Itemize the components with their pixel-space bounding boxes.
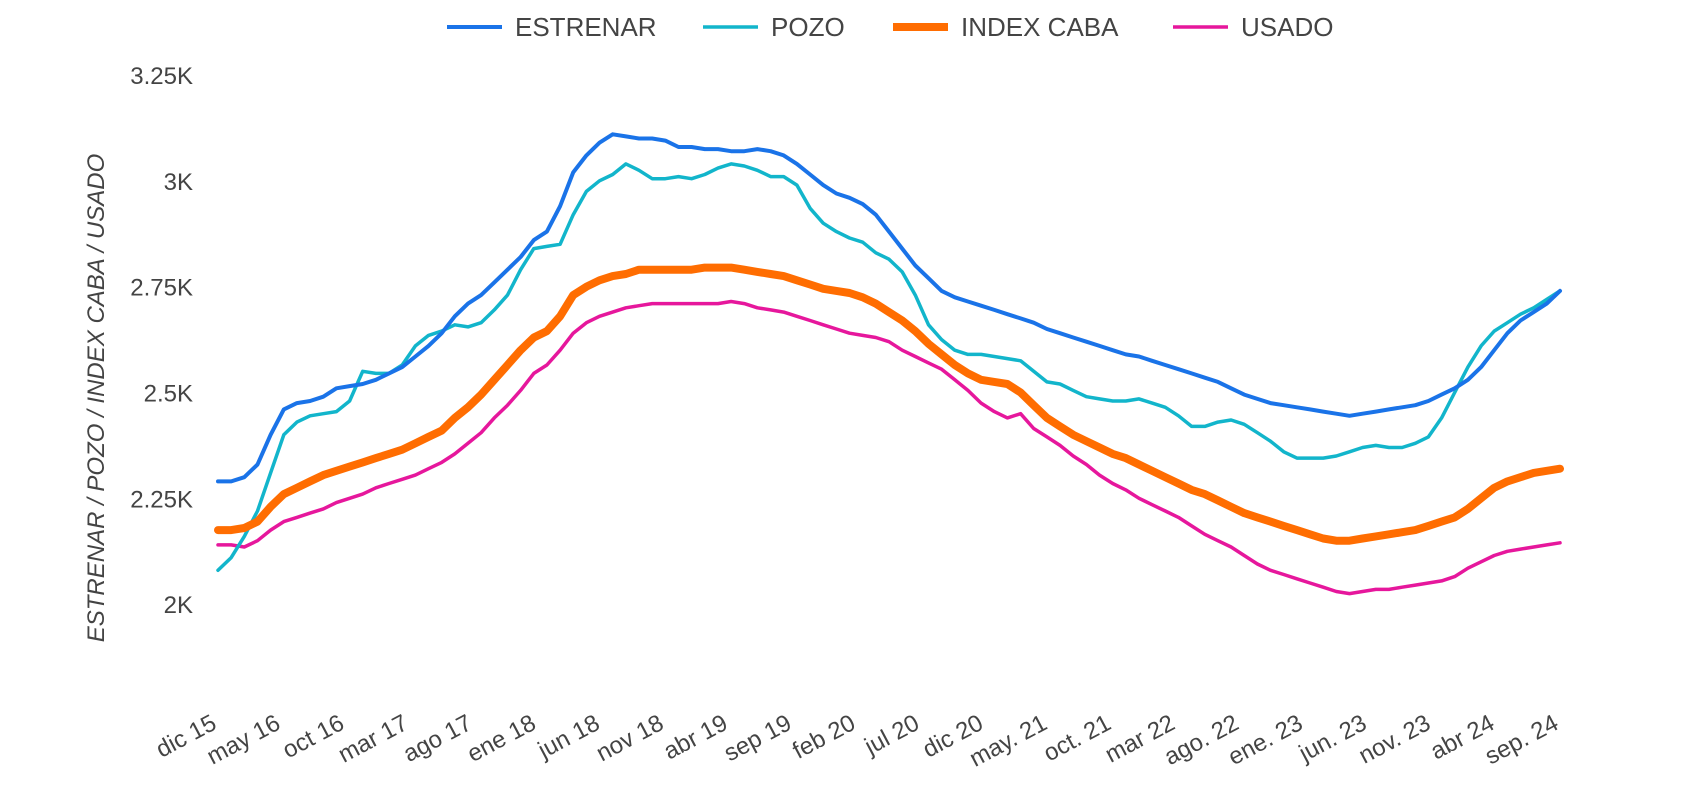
x-tick-label: sep 19 — [720, 709, 796, 767]
legend-label: INDEX CABA — [961, 12, 1119, 42]
x-tick-label: jun. 23 — [1294, 709, 1371, 767]
y-tick-label: 3.25K — [130, 63, 193, 90]
series-line-estrenar — [216, 132, 1562, 484]
x-tick-label: abr 19 — [659, 709, 732, 765]
legend-item-index-caba[interactable]: INDEX CABA — [893, 12, 1119, 42]
x-tick-label: jul 20 — [860, 709, 924, 760]
chart-legend: ESTRENAR POZO INDEX CABA USADO — [447, 12, 1333, 42]
x-tick-label: ene 18 — [463, 709, 540, 767]
x-tick-label: oct. 21 — [1039, 709, 1115, 767]
legend-label: USADO — [1241, 12, 1333, 42]
y-axis-label: ESTRENAR / POZO / INDEX CABA / USADO — [83, 154, 110, 643]
x-tick-label: oct 16 — [278, 709, 348, 764]
x-tick-label: feb 20 — [788, 709, 860, 764]
x-tick-label: sep. 24 — [1481, 709, 1563, 770]
x-tick-label: may 16 — [203, 709, 285, 770]
y-tick-label: 3K — [164, 169, 193, 196]
y-tick-label: 2K — [164, 592, 193, 619]
y-tick-label: 2.25K — [130, 486, 193, 513]
y-tick-label: 2.5K — [144, 381, 193, 408]
x-tick-label: ago 17 — [399, 709, 476, 767]
plot-area — [214, 132, 1564, 596]
series-line-usado — [216, 299, 1562, 596]
x-tick-label: mar 17 — [334, 709, 413, 768]
y-axis: 2K 2.25K 2.5K 2.75K 3K 3.25K — [130, 63, 193, 619]
x-tick-label: nov. 23 — [1354, 709, 1435, 769]
legend-item-estrenar[interactable]: ESTRENAR — [447, 12, 657, 42]
legend-item-pozo[interactable]: POZO — [703, 12, 845, 42]
series-line-pozo — [216, 162, 1562, 573]
series-line-index-caba — [214, 263, 1564, 545]
x-tick-label: jun 18 — [533, 709, 604, 764]
y-tick-label: 2.75K — [130, 275, 193, 302]
legend-label: POZO — [771, 12, 845, 42]
legend-label: ESTRENAR — [515, 12, 657, 42]
x-tick-label: ene. 23 — [1224, 709, 1307, 770]
x-tick-label: nov 18 — [592, 709, 668, 767]
legend-item-usado[interactable]: USADO — [1173, 12, 1333, 42]
